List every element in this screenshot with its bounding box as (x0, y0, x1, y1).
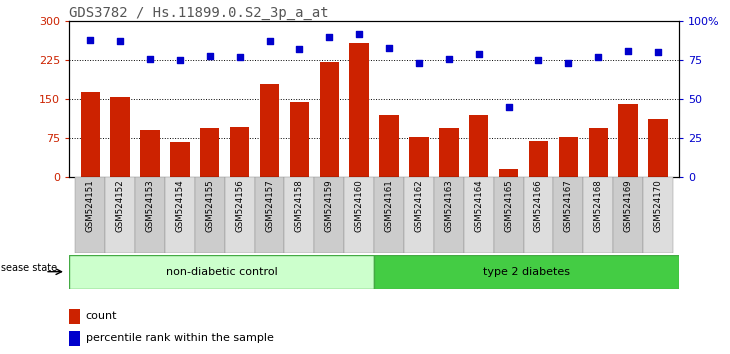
Bar (493, 177, 523, 253)
Bar (439, 128, 458, 177)
Bar (75, 177, 105, 253)
Bar (618, 104, 638, 177)
Point (115, 39, 126, 44)
Bar (499, 169, 518, 177)
Bar (464, 177, 493, 253)
Bar (135, 177, 165, 253)
Bar (69, 309, 80, 324)
Bar (643, 177, 673, 253)
Text: GSM524162: GSM524162 (415, 179, 423, 232)
Bar (553, 177, 583, 253)
Text: disease state: disease state (0, 263, 57, 273)
Text: GSM524167: GSM524167 (564, 179, 573, 232)
Text: GSM524161: GSM524161 (385, 179, 393, 232)
Bar (105, 177, 135, 253)
Bar (374, 177, 404, 253)
Bar (260, 84, 280, 177)
Bar (350, 43, 369, 177)
Bar (225, 177, 255, 253)
Bar (140, 130, 160, 177)
Bar (255, 177, 285, 253)
Text: GSM524156: GSM524156 (235, 179, 244, 232)
Point (383, 45, 395, 51)
Bar (80, 92, 100, 177)
Text: GSM524163: GSM524163 (445, 179, 453, 232)
Text: GSM524157: GSM524157 (265, 179, 274, 232)
Bar (345, 177, 374, 253)
Text: non-diabetic control: non-diabetic control (166, 267, 277, 277)
Bar (558, 137, 578, 177)
Point (174, 57, 185, 63)
Bar (380, 115, 399, 177)
Bar (374, 255, 679, 289)
Point (413, 61, 425, 66)
Bar (410, 137, 429, 177)
Point (323, 34, 335, 40)
Point (234, 54, 245, 60)
Bar (588, 128, 608, 177)
Bar (69, 255, 374, 289)
Text: GSM524151: GSM524151 (85, 179, 95, 232)
Bar (285, 177, 315, 253)
Text: GSM524165: GSM524165 (504, 179, 513, 232)
Point (563, 61, 575, 66)
Point (622, 48, 634, 54)
Point (443, 56, 455, 62)
Bar (434, 177, 464, 253)
Text: GSM524155: GSM524155 (205, 179, 215, 232)
Point (204, 53, 215, 58)
Point (85, 37, 96, 43)
Point (592, 54, 604, 60)
Bar (404, 177, 434, 253)
Bar (165, 177, 195, 253)
Point (353, 31, 365, 36)
Point (264, 39, 275, 44)
Point (503, 104, 515, 110)
Bar (110, 97, 130, 177)
Text: GDS3782 / Hs.11899.0.S2_3p_a_at: GDS3782 / Hs.11899.0.S2_3p_a_at (69, 6, 329, 20)
Text: GSM524152: GSM524152 (115, 179, 125, 232)
Text: GSM524169: GSM524169 (623, 179, 633, 232)
Text: GSM524164: GSM524164 (474, 179, 483, 232)
Bar (315, 177, 345, 253)
Bar (529, 141, 548, 177)
Bar (648, 119, 668, 177)
Bar (523, 177, 553, 253)
Bar (290, 102, 309, 177)
Text: GSM524158: GSM524158 (295, 179, 304, 232)
Bar (613, 177, 643, 253)
Text: GSM524166: GSM524166 (534, 179, 543, 232)
Text: GSM524170: GSM524170 (653, 179, 663, 232)
Text: count: count (86, 312, 118, 321)
Bar (230, 127, 250, 177)
Point (533, 57, 545, 63)
Text: percentile rank within the sample: percentile rank within the sample (86, 333, 274, 343)
Text: GSM524160: GSM524160 (355, 179, 364, 232)
Bar (200, 128, 220, 177)
Bar (195, 177, 225, 253)
Point (293, 46, 305, 52)
Text: GSM524168: GSM524168 (593, 179, 603, 232)
Point (473, 51, 485, 57)
Bar (170, 142, 190, 177)
Bar (320, 62, 339, 177)
Text: GSM524154: GSM524154 (175, 179, 185, 232)
Text: GSM524153: GSM524153 (145, 179, 155, 232)
Bar (69, 331, 80, 346)
Bar (583, 177, 613, 253)
Bar (469, 115, 488, 177)
Point (145, 56, 156, 62)
Text: type 2 diabetes: type 2 diabetes (483, 267, 570, 277)
Text: GSM524159: GSM524159 (325, 179, 334, 232)
Point (652, 50, 664, 55)
